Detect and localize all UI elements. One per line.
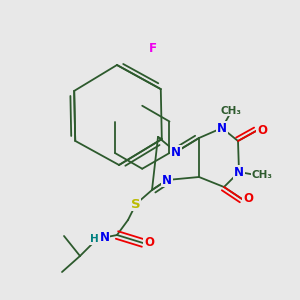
- Text: CH₃: CH₃: [251, 170, 272, 180]
- Text: S: S: [131, 197, 141, 211]
- Text: N: N: [100, 231, 110, 244]
- Text: N: N: [234, 166, 244, 178]
- Text: O: O: [144, 236, 154, 250]
- Text: N: N: [171, 146, 181, 158]
- Text: H: H: [90, 234, 98, 244]
- Text: N: N: [162, 173, 172, 187]
- Text: CH₃: CH₃: [220, 106, 242, 116]
- Text: O: O: [243, 193, 253, 206]
- Text: O: O: [257, 124, 267, 137]
- Text: F: F: [149, 41, 157, 55]
- Text: N: N: [217, 122, 227, 134]
